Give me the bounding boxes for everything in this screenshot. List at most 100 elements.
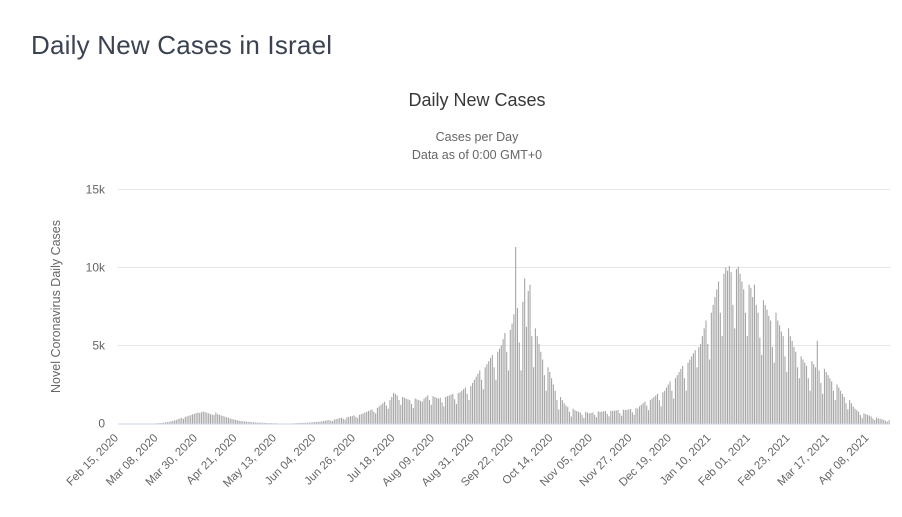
daily-cases-bar[interactable] <box>752 297 754 424</box>
daily-cases-bar[interactable] <box>719 312 721 424</box>
daily-cases-bar[interactable] <box>737 266 739 424</box>
daily-cases-bar[interactable] <box>863 413 865 424</box>
daily-cases-bar[interactable] <box>786 372 788 424</box>
daily-cases-bar[interactable] <box>491 354 493 424</box>
daily-cases-bar[interactable] <box>265 422 267 424</box>
daily-cases-bar[interactable] <box>380 404 382 424</box>
daily-cases-bar[interactable] <box>305 422 307 424</box>
daily-cases-bar[interactable] <box>843 396 845 424</box>
daily-cases-bar[interactable] <box>340 417 343 424</box>
daily-cases-bar[interactable] <box>315 421 317 424</box>
daily-cases-bar[interactable] <box>170 421 172 424</box>
daily-cases-bar[interactable] <box>326 420 328 424</box>
daily-cases-bar[interactable] <box>500 345 502 424</box>
daily-cases-bar[interactable] <box>773 362 775 424</box>
daily-cases-bar[interactable] <box>208 413 210 424</box>
daily-cases-bar[interactable] <box>220 415 222 424</box>
daily-cases-bar[interactable] <box>721 336 723 424</box>
daily-cases-bar[interactable] <box>816 340 818 424</box>
daily-cases-bar[interactable] <box>877 418 879 424</box>
daily-cases-bar[interactable] <box>761 354 763 424</box>
daily-cases-bar[interactable] <box>881 419 883 424</box>
daily-cases-bar[interactable] <box>576 411 578 424</box>
daily-cases-bar[interactable] <box>213 415 215 424</box>
daily-cases-bar[interactable] <box>387 408 389 424</box>
daily-cases-bar[interactable] <box>540 351 542 424</box>
daily-cases-bar[interactable] <box>726 270 729 424</box>
daily-cases-bar[interactable] <box>468 400 470 424</box>
daily-cases-bar[interactable] <box>366 411 368 424</box>
daily-cases-bar[interactable] <box>707 343 709 424</box>
daily-cases-bar[interactable] <box>612 411 614 424</box>
daily-cases-bar[interactable] <box>419 400 422 424</box>
daily-cases-bar[interactable] <box>482 389 484 424</box>
daily-cases-bar[interactable] <box>179 418 181 424</box>
daily-cases-bar[interactable] <box>520 370 522 424</box>
daily-cases-bar[interactable] <box>556 400 558 424</box>
daily-cases-bar[interactable] <box>764 304 766 424</box>
daily-cases-bar[interactable] <box>412 407 414 424</box>
daily-cases-bar[interactable] <box>317 421 319 424</box>
daily-cases-bar[interactable] <box>669 381 671 424</box>
daily-cases-bar[interactable] <box>357 418 359 424</box>
daily-cases-bar[interactable] <box>427 395 429 424</box>
daily-cases-bar[interactable] <box>644 401 646 424</box>
daily-cases-bar[interactable] <box>746 336 748 424</box>
daily-cases-bar[interactable] <box>639 406 641 424</box>
daily-cases-bar[interactable] <box>376 407 378 424</box>
daily-cases-bar[interactable] <box>524 278 526 424</box>
daily-cases-bar[interactable] <box>795 351 797 424</box>
daily-cases-bar[interactable] <box>441 402 443 424</box>
daily-cases-bar[interactable] <box>665 387 668 424</box>
daily-cases-bar[interactable] <box>870 416 872 424</box>
daily-cases-bar[interactable] <box>811 361 813 424</box>
daily-cases-bar[interactable] <box>861 418 863 424</box>
daily-cases-bar[interactable] <box>321 421 323 424</box>
daily-cases-bar[interactable] <box>358 414 361 424</box>
daily-cases-bar[interactable] <box>617 410 619 424</box>
daily-cases-bar[interactable] <box>608 416 610 424</box>
daily-cases-bar[interactable] <box>495 379 497 424</box>
daily-cases-bar[interactable] <box>687 362 689 424</box>
daily-cases-bar[interactable] <box>436 397 438 424</box>
daily-cases-bar[interactable] <box>615 410 617 424</box>
daily-cases-bar[interactable] <box>725 267 727 424</box>
daily-cases-bar[interactable] <box>498 348 501 424</box>
daily-cases-bar[interactable] <box>391 396 393 424</box>
daily-cases-bar[interactable] <box>626 409 628 424</box>
daily-cases-bar[interactable] <box>651 398 653 424</box>
daily-cases-bar[interactable] <box>800 356 802 424</box>
daily-cases-bar[interactable] <box>762 300 764 424</box>
daily-cases-bar[interactable] <box>423 398 425 424</box>
daily-cases-bar[interactable] <box>849 400 851 424</box>
daily-cases-bar[interactable] <box>818 370 820 424</box>
daily-cases-bar[interactable] <box>206 412 208 424</box>
daily-cases-bar[interactable] <box>574 410 576 424</box>
daily-cases-bar[interactable] <box>166 422 168 424</box>
daily-cases-bar[interactable] <box>838 387 840 424</box>
daily-cases-bar[interactable] <box>163 422 165 424</box>
daily-cases-bar[interactable] <box>215 412 217 424</box>
daily-cases-bar[interactable] <box>222 416 224 424</box>
daily-cases-bar[interactable] <box>832 390 834 424</box>
daily-cases-bar[interactable] <box>369 410 371 424</box>
daily-cases-bar[interactable] <box>344 419 346 424</box>
daily-cases-bar[interactable] <box>445 396 447 424</box>
daily-cases-bar[interactable] <box>531 336 533 424</box>
daily-cases-bar[interactable] <box>314 422 316 424</box>
daily-cases-bar[interactable] <box>339 418 341 424</box>
daily-cases-bar[interactable] <box>748 284 750 424</box>
daily-cases-bar[interactable] <box>585 411 587 424</box>
daily-cases-bar[interactable] <box>766 309 768 424</box>
daily-cases-bar[interactable] <box>335 419 337 424</box>
daily-cases-bar[interactable] <box>667 384 669 424</box>
daily-cases-bar[interactable] <box>676 375 678 424</box>
daily-cases-bar[interactable] <box>825 372 827 424</box>
daily-cases-bar[interactable] <box>454 399 456 424</box>
daily-cases-bar[interactable] <box>579 412 581 424</box>
daily-cases-bar[interactable] <box>543 375 545 424</box>
daily-cases-bar[interactable] <box>507 370 510 424</box>
daily-cases-bar[interactable] <box>199 412 201 424</box>
daily-cases-bar[interactable] <box>595 417 598 424</box>
daily-cases-bar[interactable] <box>823 368 826 424</box>
